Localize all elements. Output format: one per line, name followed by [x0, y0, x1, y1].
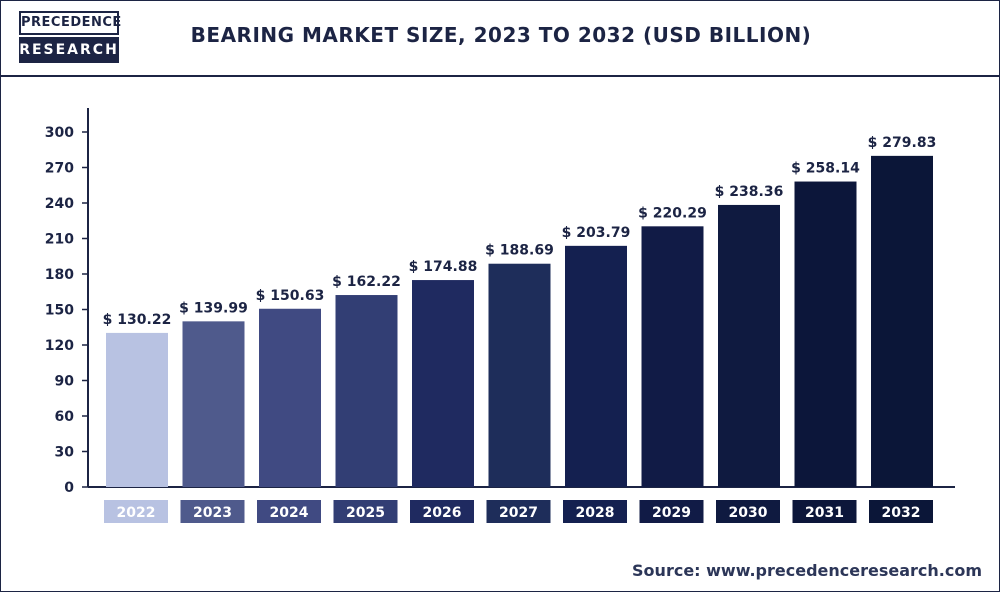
x-tick-label: 2023 — [193, 505, 232, 521]
y-tick-label: 90 — [55, 374, 75, 390]
bar — [871, 155, 933, 487]
y-tick-label: 270 — [45, 161, 74, 177]
brand-logo: PRECEDENCE RESEARCH — [19, 11, 121, 63]
y-tick-label: 30 — [55, 445, 75, 461]
x-tick-label: 2030 — [729, 505, 768, 521]
x-tick-label: 2026 — [423, 505, 462, 521]
bar — [412, 280, 474, 487]
category-label-box — [104, 500, 168, 523]
data-label: $ 162.22 — [332, 274, 401, 290]
category-label-box — [869, 500, 933, 523]
x-tick-label: 2032 — [882, 505, 921, 521]
x-tick-label: 2029 — [652, 505, 691, 521]
bar — [488, 263, 551, 487]
data-label: $ 279.83 — [868, 135, 937, 151]
y-tick-label: 150 — [45, 303, 74, 319]
category-label-box — [410, 500, 474, 523]
category-label-box — [716, 500, 780, 523]
y-tick-label: 210 — [45, 232, 74, 248]
category-label-box — [180, 500, 245, 523]
data-label: $ 188.69 — [485, 243, 554, 259]
x-tick-label: 2022 — [117, 505, 156, 521]
header: PRECEDENCE RESEARCH BEARING MARKET SIZE,… — [1, 1, 999, 77]
bar — [565, 245, 627, 487]
source-text: Source: www.precedenceresearch.com — [632, 561, 982, 580]
data-label: $ 258.14 — [791, 161, 860, 177]
logo-top-text: PRECEDENCE — [19, 11, 121, 35]
y-tick-label: 300 — [45, 125, 74, 141]
bar — [718, 204, 780, 487]
category-label-box — [563, 500, 627, 523]
data-label: $ 139.99 — [179, 300, 248, 316]
bar — [106, 332, 168, 487]
x-tick-label: 2028 — [576, 505, 615, 521]
y-tick-label: 120 — [45, 338, 74, 354]
data-label: $ 174.88 — [409, 259, 478, 275]
x-tick-label: 2025 — [346, 505, 385, 521]
x-tick-label: 2031 — [805, 505, 844, 521]
data-label: $ 150.63 — [256, 288, 325, 304]
category-label-box — [257, 500, 321, 523]
category-label-box — [639, 500, 704, 523]
bar — [182, 321, 245, 487]
data-label: $ 130.22 — [103, 312, 172, 328]
logo-bottom-text: RESEARCH — [19, 37, 119, 63]
bar — [641, 226, 704, 488]
data-label: $ 238.36 — [715, 184, 784, 200]
y-tick-label: 180 — [45, 267, 74, 283]
data-label: $ 220.29 — [638, 205, 707, 221]
category-label-box — [792, 500, 857, 523]
y-tick-label: 240 — [45, 196, 74, 212]
x-tick-label: 2024 — [270, 505, 309, 521]
category-label-box — [486, 500, 551, 523]
y-tick-label: 0 — [64, 480, 74, 496]
bar — [794, 181, 857, 487]
chart-title: BEARING MARKET SIZE, 2023 TO 2032 (USD B… — [190, 23, 812, 47]
x-tick-label: 2027 — [499, 505, 538, 521]
data-label: $ 203.79 — [562, 225, 631, 241]
bar — [259, 308, 321, 487]
y-tick-label: 60 — [55, 409, 75, 425]
bar — [335, 295, 398, 487]
category-label-box — [333, 500, 398, 523]
